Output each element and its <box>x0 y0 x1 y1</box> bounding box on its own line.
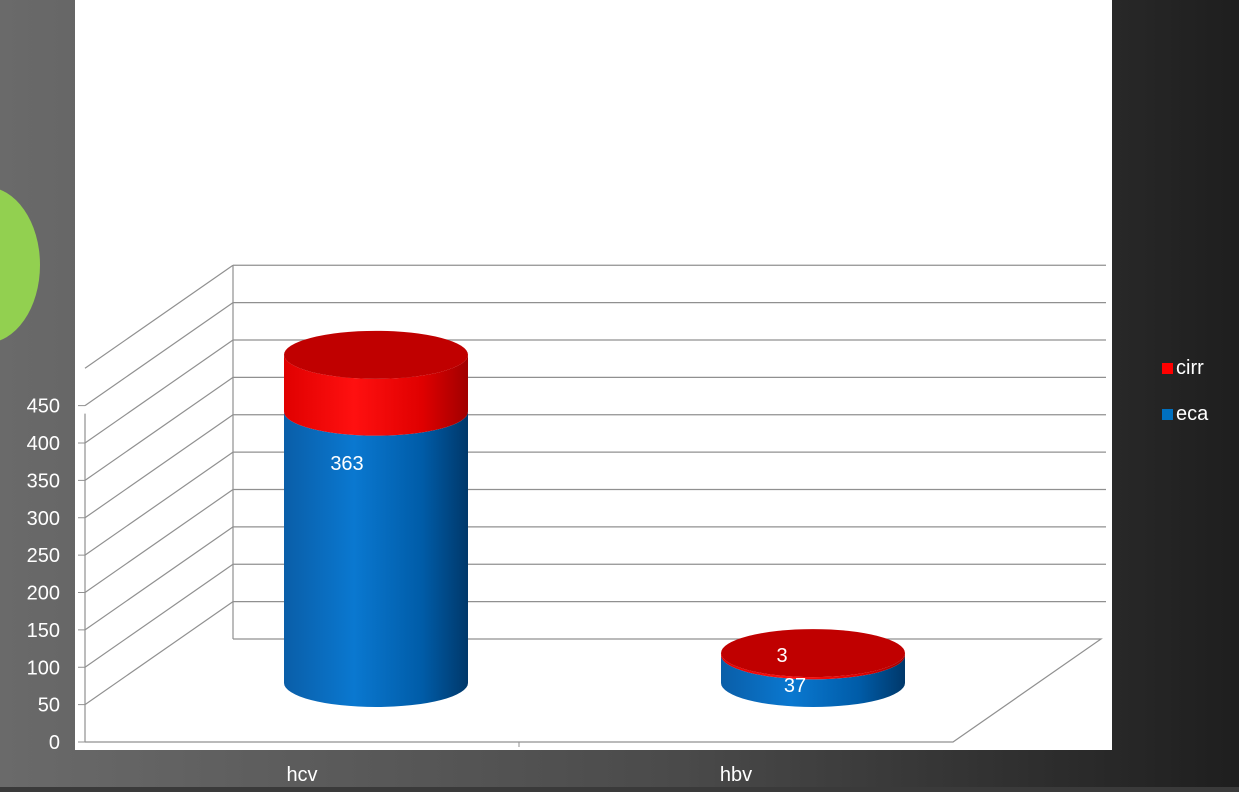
y-axis-tick-labels: 0 50 100 150 200 250 300 350 400 450 <box>27 396 85 754</box>
y-tick-label: 150 <box>27 620 60 642</box>
data-label-hcv-eca: 363 <box>330 453 363 475</box>
bar-top-hbv <box>721 629 905 678</box>
legend-label-eca: eca <box>1176 403 1209 425</box>
y-tick-label: 250 <box>27 545 60 567</box>
gridline-diagonal <box>84 601 234 706</box>
y-tick-label: 200 <box>27 583 60 605</box>
gridline-diagonal <box>84 451 234 556</box>
gridline-diagonal <box>84 302 234 407</box>
y-tick-label: 50 <box>38 695 60 717</box>
gridline-diagonal <box>84 376 234 481</box>
gridline-diagonal <box>84 489 234 593</box>
legend-label-cirr: cirr <box>1176 357 1204 379</box>
bar-segment-hcv-cirr <box>284 354 468 436</box>
y-tick-label: 450 <box>27 396 60 418</box>
legend: cirr eca <box>1162 357 1209 425</box>
data-label-hcv-cirr: 76 <box>336 153 358 175</box>
gridline-diagonal <box>84 264 234 369</box>
bar-top-hcv <box>284 330 468 379</box>
cylinder-bars: 363 76 37 3 <box>284 153 905 707</box>
y-tick-label: 100 <box>27 657 60 679</box>
x-category-label: hbv <box>720 764 752 786</box>
plot-area <box>75 0 1112 750</box>
bar-segment-hbv-eca <box>721 655 905 707</box>
gridline-diagonal <box>84 414 234 519</box>
y-tick-label: 350 <box>27 470 60 492</box>
gridline-diagonal <box>84 339 234 444</box>
legend-swatch-eca <box>1162 409 1173 420</box>
green-accent-shape <box>0 189 40 341</box>
x-category-label: hcv <box>286 764 317 786</box>
y-tick-label: 0 <box>49 732 60 754</box>
data-label-hbv-eca: 37 <box>784 675 806 697</box>
y-tick-label: 300 <box>27 508 60 530</box>
gridline-diagonal <box>84 526 234 631</box>
data-label-hbv-cirr: 3 <box>776 645 787 667</box>
bar-segment-hcv-eca <box>284 411 468 707</box>
x-axis-category-labels: hcv hbv <box>286 742 752 786</box>
legend-swatch-cirr <box>1162 363 1173 374</box>
gridline-diagonal <box>84 563 234 668</box>
y-tick-label: 400 <box>27 433 60 455</box>
